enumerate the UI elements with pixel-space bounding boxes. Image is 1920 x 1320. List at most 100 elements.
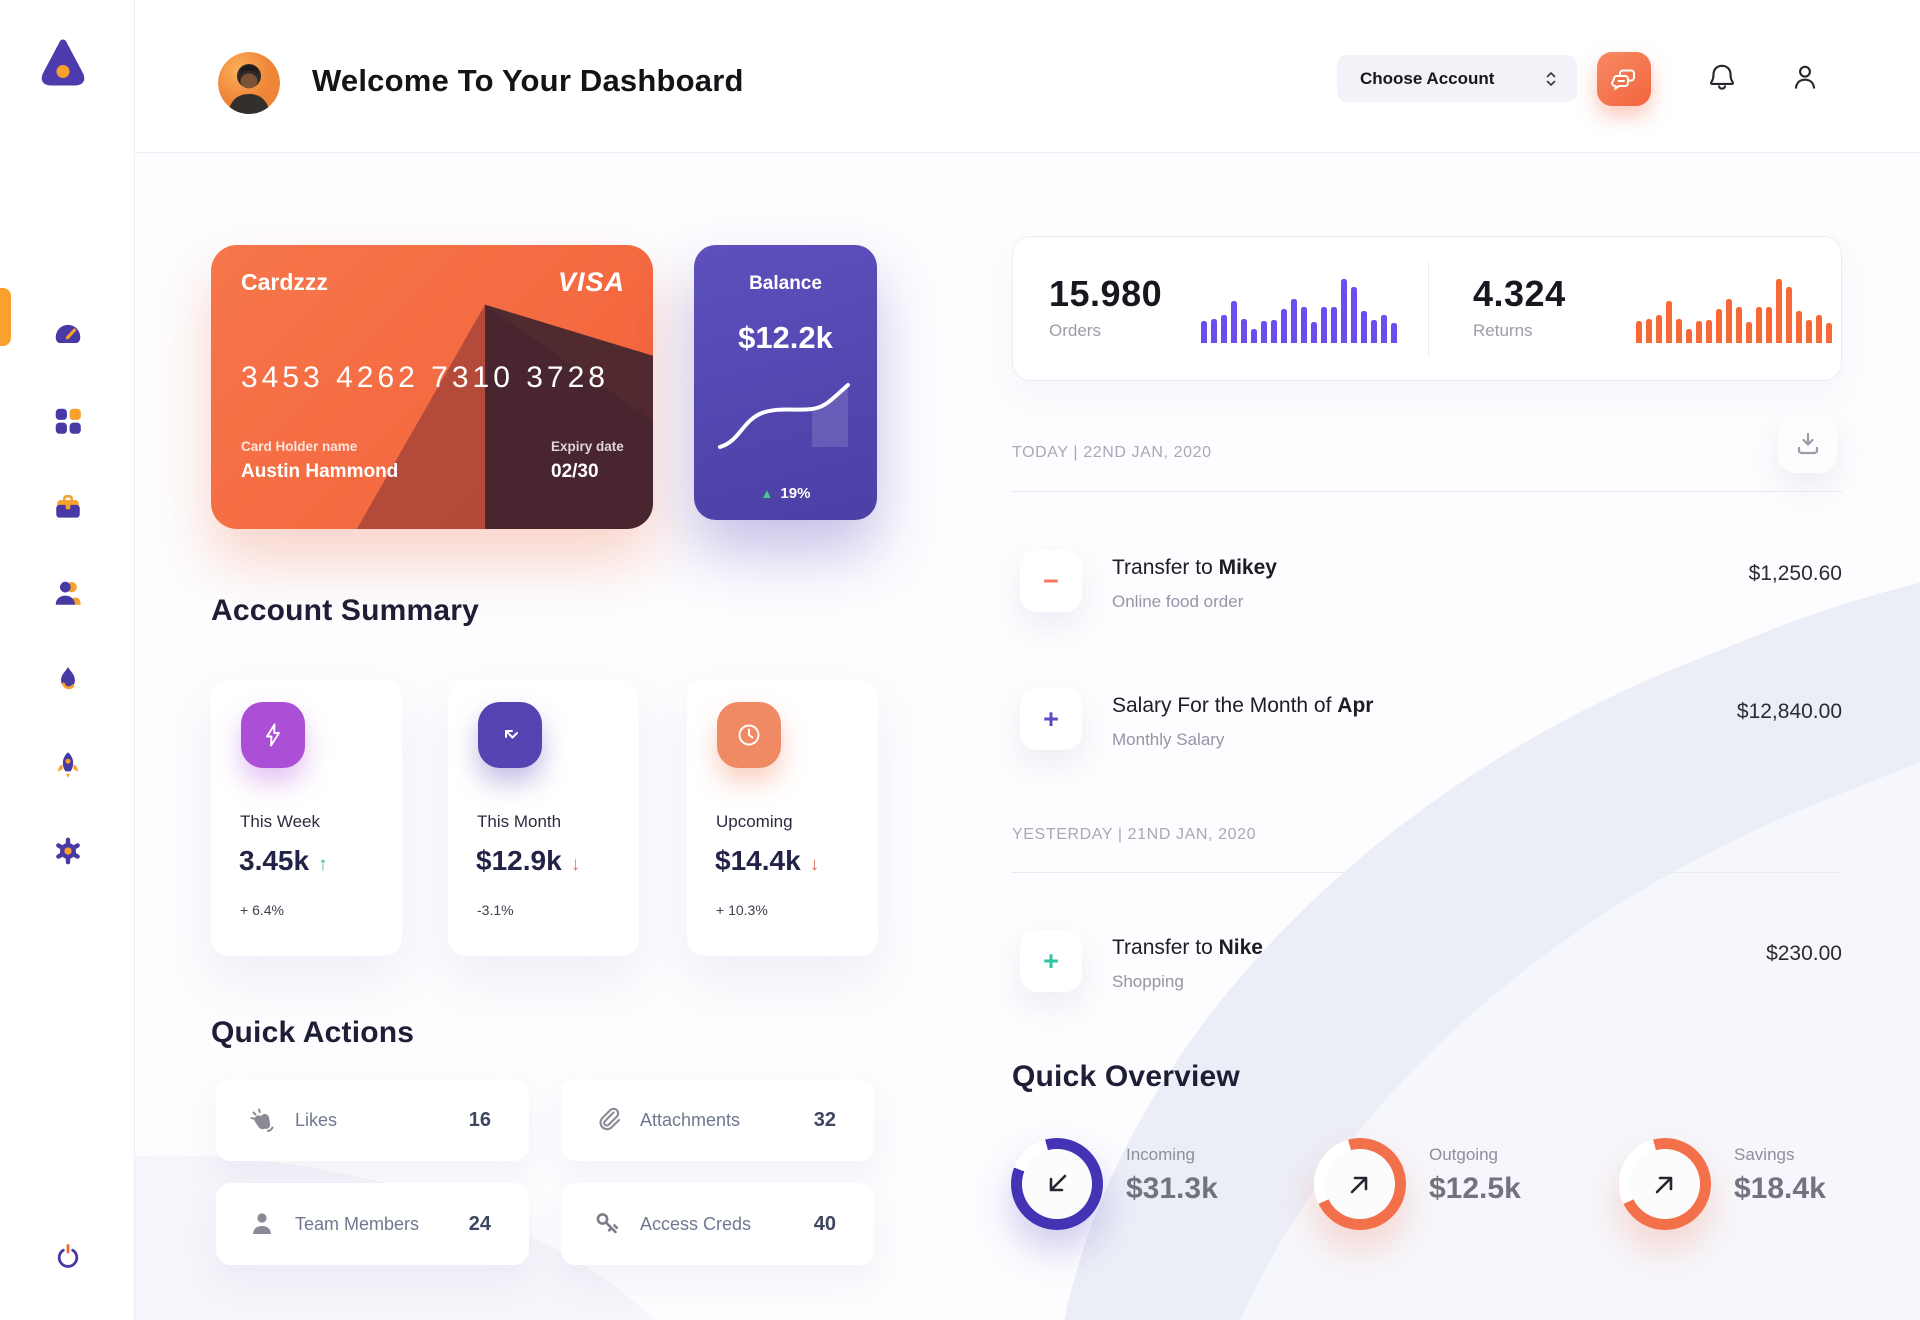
credit-card: Cardzzz VISA 3453 4262 7310 3728 Card Ho… bbox=[211, 245, 653, 529]
balance-trend-chart bbox=[718, 383, 850, 449]
summary-delta: + 10.3% bbox=[716, 902, 768, 918]
visa-logo: VISA bbox=[557, 267, 625, 297]
quick-action-team-members[interactable]: Team Members 24 bbox=[216, 1183, 529, 1265]
overview-incoming: Incoming $31.3k bbox=[1011, 1138, 1341, 1238]
orders-bar-chart bbox=[1201, 279, 1399, 343]
returns-value: 4.324 bbox=[1473, 273, 1566, 314]
transaction-subtitle: Monthly Salary bbox=[1112, 730, 1225, 749]
trend-arrow-icon: ↓ bbox=[570, 854, 581, 875]
arrow-down-left-icon bbox=[1049, 1174, 1067, 1192]
card-number: 3453 4262 7310 3728 bbox=[241, 361, 609, 394]
transaction-subtitle: Online food order bbox=[1112, 592, 1244, 611]
bell-icon bbox=[1709, 64, 1735, 90]
main-content: Cardzzz VISA 3453 4262 7310 3728 Card Ho… bbox=[135, 153, 1920, 1320]
balance-change-value: 19% bbox=[780, 485, 811, 502]
transaction-row[interactable]: + Salary For the Month of Apr Monthly Sa… bbox=[1012, 688, 1842, 758]
quick-action-label: Team Members bbox=[295, 1213, 420, 1234]
sidebar-item-dashboard[interactable] bbox=[0, 292, 135, 378]
transaction-amount: $1,250.60 bbox=[1748, 562, 1842, 585]
clap-icon bbox=[250, 1108, 274, 1132]
transaction-subtitle: Shopping bbox=[1112, 972, 1184, 991]
summary-card-this-week: This Week 3.45k ↑ + 6.4% bbox=[211, 680, 402, 956]
card-expiry-label: Expiry date bbox=[551, 439, 624, 454]
quick-action-label: Access Creds bbox=[640, 1213, 752, 1234]
orders-value: 15.980 bbox=[1049, 273, 1163, 314]
summary-label: Upcoming bbox=[716, 812, 793, 831]
card-holder-name: Austin Hammond bbox=[241, 461, 399, 482]
section-title-quick-actions: Quick Actions bbox=[211, 1016, 415, 1049]
overview-label: Outgoing bbox=[1429, 1145, 1498, 1164]
summary-value: $14.4k bbox=[715, 845, 801, 876]
card-holder-label: Card Holder name bbox=[241, 439, 358, 454]
sidebar-active-indicator bbox=[0, 288, 11, 346]
paperclip-icon bbox=[599, 1107, 621, 1131]
bolt-icon bbox=[241, 702, 305, 768]
transaction-amount: $230.00 bbox=[1766, 942, 1842, 965]
briefcase-icon bbox=[55, 495, 80, 518]
sidebar-item-apps[interactable] bbox=[0, 378, 135, 464]
sidebar-item-trending[interactable] bbox=[0, 636, 135, 722]
orders-label: Orders bbox=[1049, 321, 1101, 340]
transaction-title: Transfer to Nike bbox=[1112, 936, 1263, 959]
avatar[interactable] bbox=[218, 52, 280, 114]
transaction-row[interactable]: + Transfer to Nike Shopping $230.00 bbox=[1012, 930, 1842, 1000]
transaction-title: Salary For the Month of Apr bbox=[1112, 694, 1374, 717]
card-expiry: 02/30 bbox=[551, 461, 599, 482]
sidebar-item-team[interactable] bbox=[0, 550, 135, 636]
overview-savings: Savings $18.4k bbox=[1619, 1138, 1920, 1238]
overview-value: $18.4k bbox=[1734, 1172, 1826, 1205]
chat-icon bbox=[1610, 69, 1635, 91]
header: Welcome To Your Dashboard Choose Account bbox=[135, 0, 1920, 153]
summary-card-this-month: This Month $12.9k ↓ -3.1% bbox=[448, 680, 639, 956]
incoming-progress-ring bbox=[1011, 1138, 1103, 1230]
profile-button[interactable] bbox=[1788, 61, 1822, 95]
outgoing-progress-ring bbox=[1314, 1138, 1406, 1230]
quick-action-likes[interactable]: Likes 16 bbox=[216, 1079, 529, 1161]
key-icon bbox=[596, 1213, 619, 1234]
app-logo[interactable] bbox=[33, 34, 93, 94]
quick-action-count: 16 bbox=[468, 1108, 491, 1131]
plus-icon: + bbox=[1020, 930, 1082, 992]
minus-icon: − bbox=[1020, 550, 1082, 612]
download-button[interactable] bbox=[1778, 414, 1837, 473]
overview-value: $12.5k bbox=[1429, 1172, 1521, 1205]
rocket-icon bbox=[57, 752, 78, 779]
quick-action-attachments[interactable]: Attachments 32 bbox=[561, 1079, 874, 1161]
overview-label: Savings bbox=[1734, 1145, 1795, 1164]
arrow-up-left-icon bbox=[478, 702, 542, 768]
messages-button[interactable] bbox=[1597, 52, 1651, 106]
summary-label: This Month bbox=[477, 812, 562, 831]
quick-action-access-creds[interactable]: Access Creds 40 bbox=[561, 1183, 874, 1265]
divider bbox=[1012, 872, 1842, 873]
section-title-account-summary: Account Summary bbox=[211, 594, 480, 627]
overview-label: Incoming bbox=[1126, 1145, 1195, 1164]
summary-delta: -3.1% bbox=[477, 902, 514, 918]
sidebar-item-launch[interactable] bbox=[0, 722, 135, 808]
page-title: Welcome To Your Dashboard bbox=[312, 63, 744, 98]
savings-progress-ring bbox=[1619, 1138, 1711, 1230]
overview-outgoing: Outgoing $12.5k bbox=[1314, 1138, 1644, 1238]
section-title-quick-overview: Quick Overview bbox=[1012, 1060, 1240, 1093]
transaction-date-header: TODAY | 22ND JAN, 2020 bbox=[1012, 444, 1212, 461]
sidebar-item-work[interactable] bbox=[0, 464, 135, 550]
sidebar-item-logout[interactable] bbox=[0, 1224, 135, 1288]
transaction-title: Transfer to Mikey bbox=[1112, 556, 1277, 579]
power-icon bbox=[57, 1244, 78, 1268]
transaction-row[interactable]: − Transfer to Mikey Online food order $1… bbox=[1012, 550, 1842, 620]
account-selector-label: Choose Account bbox=[1360, 68, 1495, 88]
notifications-button[interactable] bbox=[1705, 61, 1739, 95]
quick-action-count: 32 bbox=[813, 1108, 836, 1131]
divider bbox=[1428, 262, 1429, 357]
user-icon bbox=[1794, 65, 1816, 89]
account-selector[interactable]: Choose Account bbox=[1337, 55, 1577, 102]
sidebar bbox=[0, 0, 135, 1320]
transaction-date-header: YESTERDAY | 21ND JAN, 2020 bbox=[1012, 826, 1257, 843]
sidebar-item-settings[interactable] bbox=[0, 808, 135, 894]
member-icon bbox=[253, 1213, 271, 1234]
speedometer-icon bbox=[55, 324, 80, 343]
users-icon bbox=[55, 581, 81, 605]
arrow-up-right-icon bbox=[1655, 1176, 1673, 1194]
transaction-amount: $12,840.00 bbox=[1736, 700, 1842, 723]
download-icon bbox=[1797, 432, 1818, 454]
